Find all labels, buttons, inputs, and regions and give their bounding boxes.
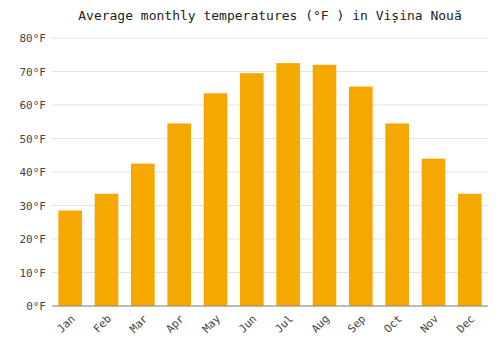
x-tick-label: Apr bbox=[163, 312, 187, 336]
bar bbox=[240, 73, 264, 306]
y-tick-label: 50°F bbox=[20, 133, 47, 146]
bar bbox=[422, 159, 446, 306]
grid-line bbox=[52, 38, 488, 39]
x-tick-label: Jun bbox=[236, 312, 259, 335]
x-tick-label: May bbox=[200, 312, 224, 336]
y-tick-label: 80°F bbox=[20, 32, 47, 45]
title: Average monthly temperatures (°F ) in Vi… bbox=[78, 8, 462, 24]
grid-line bbox=[52, 306, 488, 307]
x-tick-label: Jul bbox=[272, 312, 295, 335]
bar bbox=[131, 164, 155, 306]
x-axis-line bbox=[52, 306, 488, 307]
x-tick-label: Mar bbox=[127, 312, 151, 336]
chart-container: Average monthly temperatures (°F ) in Vi… bbox=[0, 0, 500, 350]
grid-line bbox=[52, 71, 488, 72]
bar bbox=[276, 63, 300, 306]
y-tick-label: 0°F bbox=[26, 300, 46, 313]
x-tick-label: Sep bbox=[345, 312, 368, 335]
x-tick-label: Dec bbox=[454, 312, 477, 335]
y-tick-label: 40°F bbox=[20, 166, 47, 179]
y-tick-label: 10°F bbox=[20, 267, 47, 280]
x-tick-label: Aug bbox=[309, 312, 332, 335]
bars bbox=[58, 63, 481, 306]
x-tick-label: Feb bbox=[91, 312, 114, 335]
bar bbox=[167, 123, 191, 306]
bar bbox=[349, 87, 373, 306]
bar bbox=[385, 123, 409, 306]
bar bbox=[95, 194, 119, 306]
y-tick-label: 20°F bbox=[20, 233, 47, 246]
grid-line bbox=[52, 105, 488, 106]
y-tick-label: 60°F bbox=[20, 99, 47, 112]
bar bbox=[58, 211, 82, 306]
x-axis: Jan Feb Mar Apr May Jun Jul Aug Sep Oct Nov Dec bbox=[52, 306, 488, 336]
y-tick-label: 70°F bbox=[20, 66, 47, 79]
grid-line bbox=[52, 138, 488, 139]
x-tick-label: Jan bbox=[54, 312, 77, 335]
bar bbox=[458, 194, 482, 306]
x-tick-label: Oct bbox=[381, 312, 404, 335]
x-tick-label: Nov bbox=[418, 312, 442, 336]
chart: Average monthly temperatures (°F ) in Vi… bbox=[0, 0, 500, 350]
bar bbox=[313, 65, 337, 306]
y-tick-label: 30°F bbox=[20, 200, 47, 213]
y-axis: 0°F 10°F 20°F 30°F 40°F 50°F 60°F 70°F 80°F bbox=[20, 32, 489, 313]
bar bbox=[204, 93, 228, 306]
